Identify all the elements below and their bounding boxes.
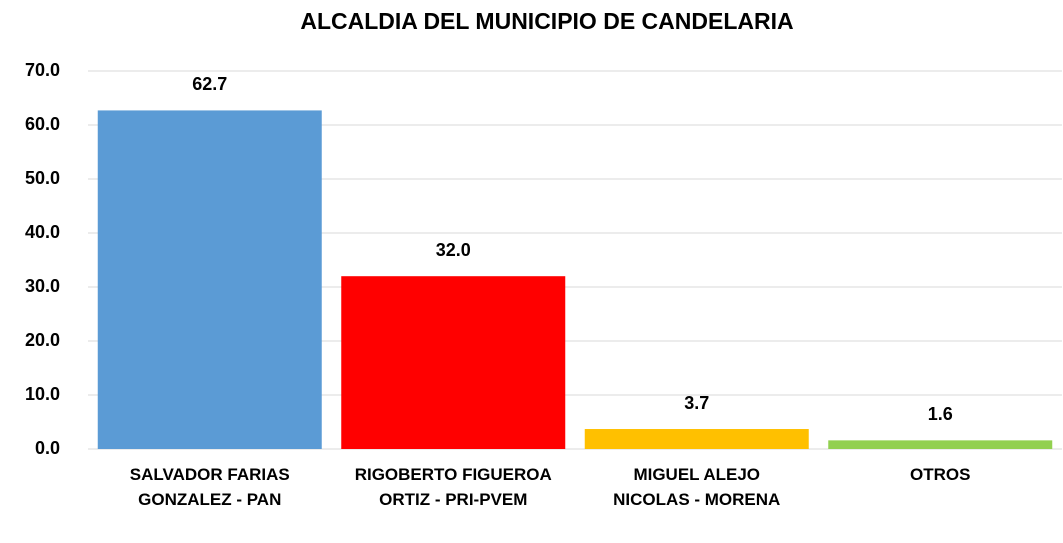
y-tick-label: 70.0 [25,60,60,80]
y-tick-label: 50.0 [25,168,60,188]
x-tick-label: SALVADOR FARIAS GONZALEZ - PAN [129,465,290,509]
y-tick-label: 30.0 [25,276,60,296]
x-tick-label: RIGOBERTO FIGUEROA ORTIZ - PRI-PVEM [354,465,552,509]
value-label: 62.7 [192,74,227,94]
value-label: 3.7 [684,393,709,413]
y-tick-label: 20.0 [25,330,60,350]
value-label: 1.6 [928,404,953,424]
x-tick-label: MIGUEL ALEJO NICOLAS - MORENA [613,465,781,509]
bar [97,110,322,450]
y-tick-label: 60.0 [25,114,60,134]
bar [584,429,809,449]
y-tick-label: 0.0 [35,438,60,458]
value-label: 32.0 [436,240,471,260]
bar [828,440,1053,449]
y-tick-label: 10.0 [25,384,60,404]
x-tick-label: OTROS [910,465,971,484]
chart-title: ALCALDIA DEL MUNICIPIO DE CANDELARIA [300,8,793,34]
bar [341,276,566,449]
y-tick-label: 40.0 [25,222,60,242]
